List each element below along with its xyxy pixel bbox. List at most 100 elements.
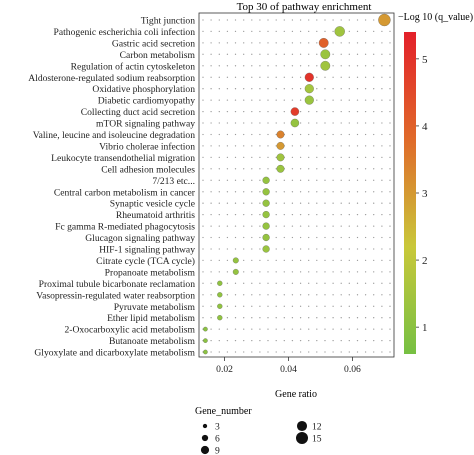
grid-dot [202,122,204,124]
grid-dot [275,294,277,296]
grid-dot [324,88,326,90]
grid-dot [234,76,237,78]
grid-dot [267,317,269,319]
grid-dot [202,213,204,216]
grid-dot [389,305,391,307]
grid-dot [259,259,261,262]
grid-dot [251,179,253,181]
grid-dot [332,53,334,55]
grid-dot [275,30,277,33]
data-point [276,153,285,162]
grid-dot [259,271,261,273]
grid-dot [251,294,253,296]
grid-dot [348,225,350,227]
grid-dot [243,259,245,262]
grid-dot [259,191,261,193]
grid-dot [340,213,342,216]
grid-dot [364,65,367,67]
grid-dot [234,42,237,44]
grid-dot [364,156,367,159]
grid-dot [356,339,359,342]
grid-dot [308,202,310,204]
grid-dot [283,259,285,262]
y-tick-label: Regulation of actin cytoskeleton [71,61,196,72]
grid-dot [291,99,294,101]
grid-dot [283,351,285,353]
grid-dot [226,76,229,78]
grid-dot [324,133,326,136]
grid-dot [308,53,310,55]
grid-dot [356,351,359,353]
grid-dot [210,30,212,33]
grid-dot [283,110,285,113]
grid-dot [364,259,367,262]
grid-dot [283,317,285,319]
grid-dot [308,156,310,159]
grid-dot [283,271,285,273]
grid-dot [210,145,212,147]
grid-dot [283,19,285,21]
grid-dot [389,88,391,90]
data-point [320,49,331,60]
size-legend-title: Gene_number [195,406,252,417]
grid-dot [234,99,237,101]
grid-dot [364,225,367,227]
grid-dot [202,259,204,262]
grid-dot [340,110,342,113]
grid-dot [332,236,334,239]
grid-dot [243,76,245,78]
grid-dot [373,328,375,330]
grid-dot [340,282,342,284]
grid-dot [299,248,302,250]
grid-dot [283,179,285,181]
grid-dot [275,339,277,342]
grid-dot [308,236,310,239]
grid-dot [251,271,253,273]
grid-dot [234,110,237,113]
grid-dot [210,351,212,353]
grid-dot [226,317,229,319]
grid-dot [210,248,212,250]
grid-dot [291,282,294,284]
grid-dot [340,259,342,262]
grid-dot [324,168,326,170]
grid-dot [340,65,342,67]
grid-dot [332,110,334,113]
grid-dot [373,213,375,216]
grid-dot [275,191,277,193]
y-tick-label: Valine, leucine and isoleucine degradati… [33,130,195,141]
grid-dot [202,76,204,78]
y-tick-label: mTOR signaling pathway [96,119,195,130]
grid-dot [332,191,334,193]
grid-dot [234,339,237,342]
grid-dot [234,282,237,284]
grid-dot [332,339,334,342]
grid-dot [243,88,245,90]
grid-dot [356,191,359,193]
grid-dot [210,99,212,101]
grid-dot [251,339,253,342]
grid-dot [226,168,229,170]
data-point [290,107,300,116]
grid-dot [348,271,350,273]
data-point [217,303,223,309]
grid-dot [381,339,383,342]
grid-dot [299,88,302,90]
grid-dot [348,42,350,44]
grid-dot [381,168,383,170]
grid-dot [373,168,375,170]
grid-dot [202,156,204,159]
grid-dot [251,282,253,284]
grid-dot [348,133,350,136]
grid-dot [348,339,350,342]
grid-dot [316,248,318,250]
grid-dot [348,168,350,170]
grid-dot [356,145,359,147]
y-tick-label: Aldosterone-regulated sodium reabsorptio… [28,73,195,84]
grid-dot [364,53,367,55]
grid-dot [267,122,269,124]
grid-dot [275,202,277,204]
grid-dot [332,282,334,284]
grid-dot [218,122,220,124]
grid-dot [299,282,302,284]
